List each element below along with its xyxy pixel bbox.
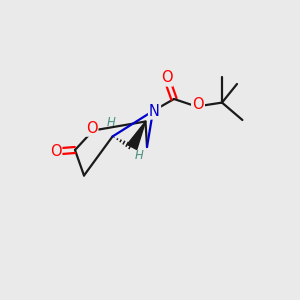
Text: O: O	[86, 121, 97, 136]
Text: O: O	[50, 144, 61, 159]
Text: N: N	[149, 103, 160, 118]
Text: O: O	[192, 97, 204, 112]
Polygon shape	[127, 122, 146, 149]
Text: O: O	[161, 70, 172, 86]
Text: H: H	[106, 116, 116, 129]
Text: H: H	[134, 148, 143, 162]
